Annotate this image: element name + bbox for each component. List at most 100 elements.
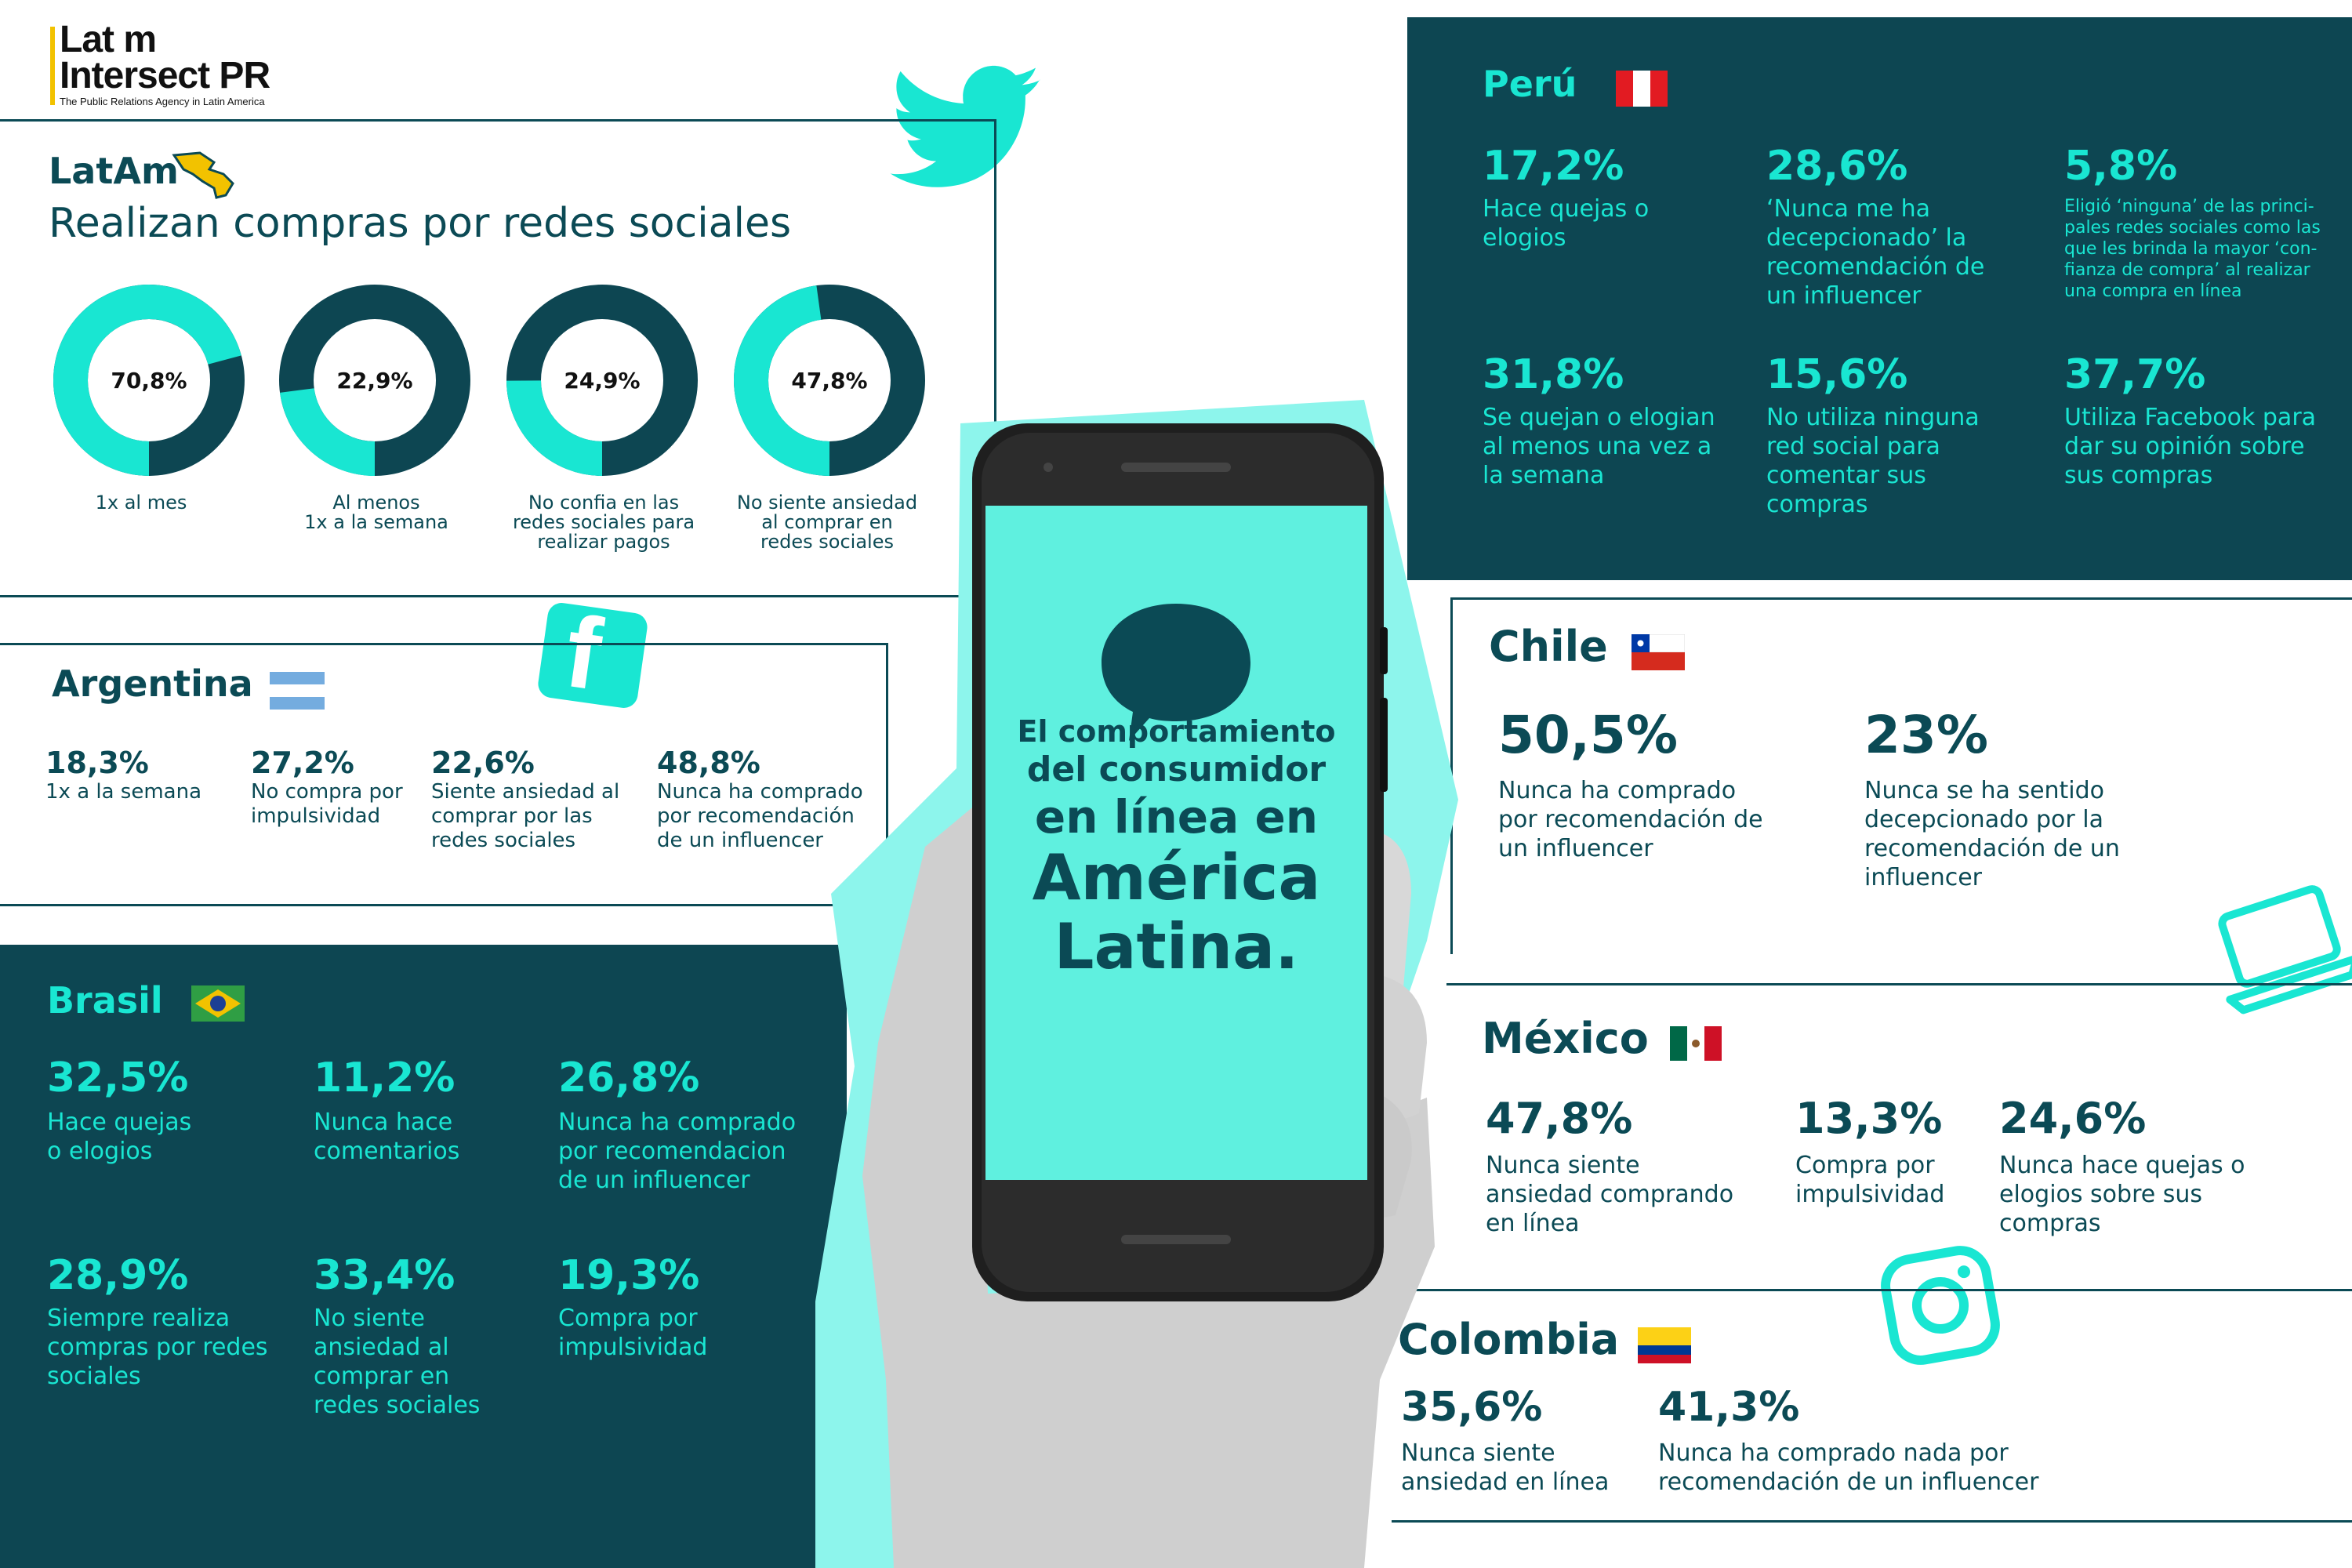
peru-stat-3-label-line3: la semana	[1483, 462, 1605, 489]
peru-stat-2-label-line2: decepcionado’ la	[1766, 224, 1967, 252]
argentina-stat-4: 48,8% Nunca ha comprado por recomendació…	[657, 746, 884, 853]
instagram-icon	[1881, 1246, 2000, 1365]
argentina-stat-2-label-line2: impulsividad	[251, 804, 381, 828]
peru-stat-small-line5: una compra en línea	[2064, 281, 2242, 301]
brasil-stat-4-label-line3: sociales	[47, 1363, 141, 1390]
peru-stat-small-line1: Eligió ‘ninguna’ de las princi-	[2064, 197, 2314, 216]
donut-caption-2: Al menos 1x a la semana	[278, 493, 474, 532]
donut-4-value-label: 47,8%	[791, 368, 867, 394]
brasil-stat-5-label-line3: comprar en	[314, 1363, 450, 1390]
argentina-stat-2-label-line1: No compra por	[251, 780, 403, 804]
peru-stat-2-label-line4: un influencer	[1766, 282, 1922, 310]
peru-stat-small-value: 5,8%	[2064, 143, 2178, 190]
chile-stat-1: 50,5% Nunca ha comprado por recomendació…	[1498, 705, 1843, 863]
colombia-stat-1: 35,6% Nunca siente ansiedad en línea	[1401, 1384, 1652, 1497]
argentina-stat-2-value: 27,2%	[251, 746, 354, 780]
mexico-stat-3: 24,6% Nunca hace quejas o elogios sobre …	[1999, 1094, 2281, 1238]
brasil-stat-5-label-line2: ansiedad al	[314, 1334, 449, 1361]
brasil-stat-5: 33,4% No siente ansiedad al comprar en r…	[314, 1252, 549, 1420]
latam-map-icon	[172, 151, 234, 199]
peru-stat-1-label-line1: Hace quejas o	[1483, 195, 1650, 223]
laptop-icon	[2218, 885, 2352, 1014]
brasil-stat-4: 28,9% Siempre realiza compras por redes …	[47, 1252, 306, 1391]
peru-stat-3-label-line1: Se quejan o elogian	[1483, 404, 1715, 431]
mexico-stat-3-label-line3: compras	[1999, 1210, 2101, 1237]
peru-title: Perú	[1483, 63, 1577, 105]
brasil-stat-1-label-line2: o elogios	[47, 1138, 153, 1165]
brasil-stat-3: 26,8% Nunca ha comprado por recomendacio…	[558, 1054, 840, 1195]
argentina-panel: Argentina 18,3% 1x a la semana 27,2% No …	[0, 643, 888, 906]
mexico-panel: México 47,8% Nunca siente ansiedad compr…	[1446, 983, 2352, 1291]
screen-title-line3: en línea en	[1034, 790, 1319, 844]
peru-panel: Perú 17,2% Hace quejas o elogios 28,6% ‘…	[1407, 17, 2352, 580]
peru-stat-1-label-line2: elogios	[1483, 224, 1566, 252]
argentina-stat-4-label-line3: de un influencer	[657, 829, 823, 852]
donut-4-caption-line2: al comprar en	[761, 511, 893, 533]
brasil-flag	[191, 985, 245, 1022]
donut-caption-1: 1x al mes	[63, 493, 220, 513]
mexico-stat-2-value: 13,3%	[1795, 1094, 1943, 1143]
screen-title-line5: Latina.	[1054, 910, 1299, 983]
mexico-stat-1: 47,8% Nunca siente ansiedad comprando en…	[1486, 1094, 1776, 1238]
argentina-title: Argentina	[52, 662, 253, 705]
donut-4-caption-line3: redes sociales	[760, 531, 894, 553]
peru-stat-4-value: 15,6%	[1766, 351, 1908, 398]
argentina-stat-4-label-line2: por recomendación	[657, 804, 855, 828]
peru-stat-2: 28,6% ‘Nunca me ha decepcionado’ la reco…	[1766, 143, 2033, 310]
donut-1-slice	[53, 285, 245, 476]
donut-2-caption-line2: 1x a la semana	[304, 511, 448, 533]
colombia-title: Colombia	[1398, 1315, 1620, 1364]
latam-subtitle: Realizan compras por redes sociales	[49, 200, 792, 247]
mexico-stat-1-label-line3: en línea	[1486, 1210, 1580, 1237]
brasil-stat-2-label-line2: comentarios	[314, 1138, 460, 1165]
peru-stat-small: 5,8% Eligió ‘ninguna’ de las princi- pal…	[2064, 143, 2339, 302]
mexico-stat-2-label-line1: Compra por	[1795, 1152, 1935, 1179]
colombia-stat-2: 41,3% Nunca ha comprado nada por recomen…	[1658, 1384, 2129, 1497]
mexico-stat-3-value: 24,6%	[1999, 1094, 2147, 1143]
brasil-stat-3-label-line2: por recomendacion	[558, 1138, 786, 1165]
argentina-stat-1-label: 1x a la semana	[45, 780, 202, 804]
logo-line2: Intersect PR	[60, 55, 270, 96]
latam-title: LatAm	[49, 150, 179, 192]
argentina-flag	[270, 672, 325, 710]
latam-panel: LatAm Realizan compras por redes sociale…	[0, 119, 996, 597]
peru-stat-3-value: 31,8%	[1483, 351, 1624, 398]
brasil-stat-4-value: 28,9%	[47, 1252, 189, 1299]
brasil-stat-2-value: 11,2%	[314, 1054, 456, 1102]
argentina-stat-3-value: 22,6%	[431, 746, 535, 780]
peru-stat-3: 31,8% Se quejan o elogian al menos una v…	[1483, 351, 1749, 490]
peru-stat-5: 37,7% Utiliza Facebook para dar su opini…	[2064, 351, 2339, 490]
colombia-stat-2-label-line1: Nunca ha comprado nada por	[1658, 1439, 2009, 1467]
brasil-stat-5-value: 33,4%	[314, 1252, 456, 1299]
donut-2-slice	[279, 285, 470, 476]
peru-stat-small-line2: pales redes sociales como las	[2064, 218, 2321, 238]
argentina-stat-1-value: 18,3%	[45, 746, 149, 780]
brasil-stat-4-label-line1: Siempre realiza	[47, 1305, 230, 1332]
mexico-stat-1-label-line1: Nunca siente	[1486, 1152, 1640, 1179]
mexico-flag	[1670, 1026, 1722, 1061]
logo: Lat m Intersect PR The Public Relations …	[50, 21, 301, 110]
screen-title-line4: América	[1032, 841, 1321, 914]
brasil-stat-3-value: 26,8%	[558, 1054, 700, 1102]
brasil-stat-3-label-line3: de un influencer	[558, 1167, 750, 1194]
chile-title: Chile	[1489, 622, 1608, 671]
argentina-stat-3-label-line2: comprar por las	[431, 804, 593, 828]
chile-stat-2-label-line4: influencer	[1864, 864, 1983, 891]
mexico-stat-1-label-line2: ansiedad comprando	[1486, 1181, 1734, 1208]
peru-stat-4-label-line4: compras	[1766, 491, 1868, 518]
donut-caption-3: No confia en las redes sociales para rea…	[502, 493, 706, 552]
donut-4-slice	[734, 285, 925, 476]
donut-2-value-label: 22,9%	[336, 368, 412, 394]
peru-stat-1-value: 17,2%	[1483, 143, 1624, 190]
colombia-stat-1-label-line1: Nunca siente	[1401, 1439, 1555, 1467]
colombia-panel: Colombia 35,6% Nunca siente ansiedad en …	[1392, 1289, 2352, 1523]
logo-tagline: The Public Relations Agency in Latin Ame…	[60, 96, 265, 107]
chile-panel: Chile 50,5% Nunca ha comprado por recome…	[1450, 597, 2352, 954]
peru-stat-4: 15,6% No utiliza ninguna red social para…	[1766, 351, 2033, 519]
peru-stat-4-label-line3: comentar sus	[1766, 462, 1926, 489]
speech-bubble-icon	[1102, 604, 1250, 741]
peru-stat-3-label-line2: al menos una vez a	[1483, 433, 1712, 460]
colombia-flag	[1638, 1327, 1691, 1363]
chile-stat-2-label-line3: recomendación de un	[1864, 835, 2120, 862]
peru-stat-5-label-line2: dar su opinión sobre	[2064, 433, 2305, 460]
